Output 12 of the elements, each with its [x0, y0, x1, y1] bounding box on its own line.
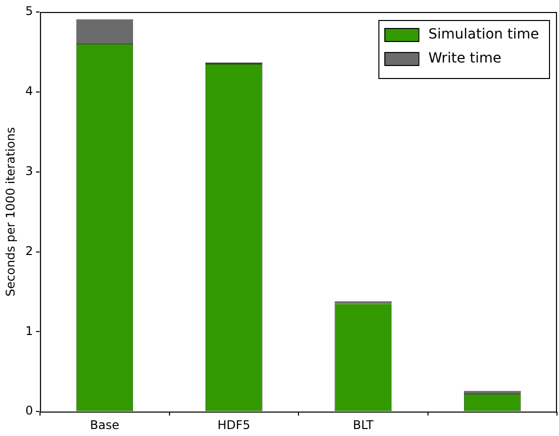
- x-tick-label: HDF5: [217, 418, 250, 432]
- y-tick-label: 4: [25, 84, 34, 98]
- y-tick-label: 0: [25, 404, 34, 418]
- y-tick-label: 3: [25, 164, 34, 178]
- legend-label: Write time: [428, 50, 502, 67]
- y-tick-label: 2: [25, 244, 34, 258]
- x-tick-label: Base: [90, 418, 120, 432]
- legend-label: Simulation time: [428, 26, 540, 43]
- y-axis-title: Seconds per 1000 iterations: [3, 127, 18, 296]
- x-tick-label: BLT: [352, 418, 374, 432]
- y-tick-label: 1: [25, 324, 34, 338]
- y-tick-label: 5: [25, 4, 34, 18]
